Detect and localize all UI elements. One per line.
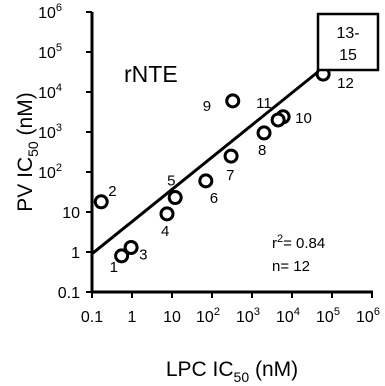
panel-label: rNTE <box>124 61 178 87</box>
y-tick-label-6-base: 10 <box>38 45 56 62</box>
r-squared-value: = 0.84 <box>283 235 325 252</box>
data-point-2 <box>93 194 109 210</box>
x-tick-label-7: 106 <box>356 306 380 326</box>
y-tick-label-2-base: 10 <box>62 205 80 222</box>
x-tick-label-3-exp: 2 <box>214 306 220 318</box>
x-axis-title-unit: (nM) <box>249 358 298 381</box>
data-point-label-8: 8 <box>258 142 266 159</box>
r-squared-exp: 2 <box>277 233 283 245</box>
data-point-label-11: 11 <box>256 95 272 112</box>
data-point-9 <box>225 93 241 109</box>
x-tick-label-6-exp: 5 <box>334 306 340 318</box>
y-tick-label-6: 105 <box>38 42 62 62</box>
x-axis-title-sub: 50 <box>234 369 250 385</box>
offscale-box-line1: 13- <box>336 25 359 42</box>
x-tick-label-6-base: 10 <box>316 309 334 326</box>
x-tick-label-2: 10 <box>163 309 181 326</box>
data-point-label-4: 4 <box>161 223 169 240</box>
x-tick-label-6: 105 <box>316 306 340 326</box>
y-tick-label-7: 106 <box>38 2 62 22</box>
y-tick-label-4: 103 <box>38 122 62 142</box>
data-point-11 <box>270 112 286 128</box>
y-axis-title: PV IC50 (nM) <box>14 92 41 211</box>
x-tick-label-3: 102 <box>196 306 220 326</box>
data-point-label-7: 7 <box>226 167 234 184</box>
y-tick-label-4-base: 10 <box>38 125 56 142</box>
data-point-8 <box>256 125 272 141</box>
y-tick-label-0-base: 0.1 <box>58 285 80 302</box>
y-tick-label-4-exp: 3 <box>56 122 62 134</box>
y-axis-title-unit: (nM) <box>14 92 37 141</box>
data-point-label-10: 10 <box>295 110 312 127</box>
data-point-label-1: 1 <box>110 259 118 276</box>
y-tick-label-3-exp: 2 <box>56 162 62 174</box>
y-tick-label-1-base: 1 <box>71 245 80 262</box>
y-tick-label-5-base: 10 <box>38 85 56 102</box>
data-point-7 <box>223 148 239 164</box>
x-tick-label-1-base: 1 <box>128 309 137 326</box>
data-point-label-12: 12 <box>337 75 354 92</box>
x-tick-label-4-base: 10 <box>236 309 254 326</box>
x-tick-label-4-exp: 3 <box>254 306 260 318</box>
data-point-label-5: 5 <box>167 173 175 190</box>
data-point-6 <box>198 173 214 189</box>
data-point-label-2: 2 <box>108 183 116 200</box>
x-tick-label-5-base: 10 <box>276 309 294 326</box>
y-tick-label-1: 1 <box>71 245 80 262</box>
data-point-4 <box>159 206 175 222</box>
offscale-box <box>316 12 380 72</box>
r-squared-label: r2= 0.84 <box>272 233 325 252</box>
y-tick-label-2: 10 <box>62 205 80 222</box>
y-tick-label-3-base: 10 <box>38 165 56 182</box>
x-tick-label-3-base: 10 <box>196 309 214 326</box>
x-tick-label-2-base: 10 <box>163 309 181 326</box>
x-axis-title: LPC IC50 (nM) <box>166 358 298 385</box>
n-label: n= 12 <box>272 258 310 275</box>
y-tick-label-7-base: 10 <box>38 5 56 22</box>
data-point-label-6: 6 <box>210 190 218 207</box>
x-tick-label-1: 1 <box>128 309 137 326</box>
y-axis-title-main: PV IC <box>14 157 37 212</box>
y-tick-label-0: 0.1 <box>58 285 80 302</box>
y-tick-label-7-exp: 6 <box>56 2 62 14</box>
offscale-box-line2: 15 <box>339 47 357 64</box>
y-tick-label-5: 104 <box>38 82 62 102</box>
y-tick-label-5-exp: 4 <box>56 82 62 94</box>
x-tick-label-5: 104 <box>276 306 300 326</box>
data-point-1 <box>114 248 130 264</box>
x-ticks: 0.1 1 10 102 103 104 105 106 <box>81 292 380 326</box>
x-tick-label-7-base: 10 <box>356 309 374 326</box>
x-tick-label-5-exp: 4 <box>294 306 300 318</box>
x-tick-label-7-exp: 6 <box>374 306 380 318</box>
data-point-5 <box>167 190 183 206</box>
x-tick-label-0-base: 0.1 <box>81 309 103 326</box>
x-axis-title-main: LPC IC <box>166 358 234 381</box>
data-point-label-9: 9 <box>203 98 211 115</box>
y-axis-title-sub: 50 <box>25 141 41 157</box>
x-tick-label-4: 103 <box>236 306 260 326</box>
data-point-label-3: 3 <box>139 246 147 263</box>
y-tick-label-6-exp: 5 <box>56 42 62 54</box>
y-tick-label-3: 102 <box>38 162 62 182</box>
x-tick-label-0: 0.1 <box>81 309 103 326</box>
data-point-3 <box>123 239 139 255</box>
r-squared-prefix: r <box>272 235 277 252</box>
